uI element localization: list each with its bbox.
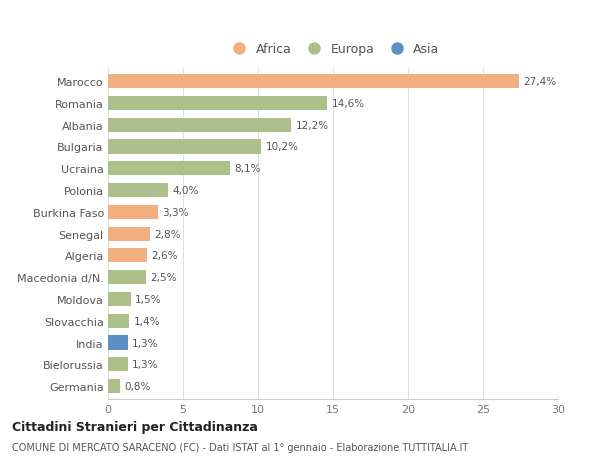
Text: 2,6%: 2,6% <box>151 251 178 261</box>
Text: 1,3%: 1,3% <box>132 338 158 348</box>
Text: 3,3%: 3,3% <box>162 207 188 218</box>
Text: 4,0%: 4,0% <box>173 185 199 196</box>
Bar <box>108 75 519 89</box>
Text: 8,1%: 8,1% <box>234 164 260 174</box>
Bar <box>108 184 168 198</box>
Bar <box>108 336 128 350</box>
Text: 1,3%: 1,3% <box>132 359 158 369</box>
Bar <box>108 205 157 219</box>
Bar <box>108 270 146 285</box>
Text: 27,4%: 27,4% <box>523 77 557 87</box>
Bar <box>108 96 327 111</box>
Bar <box>108 140 261 154</box>
Text: Cittadini Stranieri per Cittadinanza: Cittadini Stranieri per Cittadinanza <box>12 420 258 433</box>
Legend: Africa, Europa, Asia: Africa, Europa, Asia <box>227 43 439 56</box>
Bar <box>108 227 150 241</box>
Text: COMUNE DI MERCATO SARACENO (FC) - Dati ISTAT al 1° gennaio - Elaborazione TUTTIT: COMUNE DI MERCATO SARACENO (FC) - Dati I… <box>12 442 468 452</box>
Bar <box>108 358 128 372</box>
Text: 0,8%: 0,8% <box>125 381 151 391</box>
Text: 12,2%: 12,2% <box>296 120 329 130</box>
Bar <box>108 314 129 328</box>
Bar <box>108 249 147 263</box>
Text: 2,8%: 2,8% <box>155 229 181 239</box>
Bar <box>108 162 229 176</box>
Text: 10,2%: 10,2% <box>265 142 299 152</box>
Bar <box>108 118 291 133</box>
Text: 2,5%: 2,5% <box>150 273 176 283</box>
Text: 1,4%: 1,4% <box>133 316 160 326</box>
Text: 14,6%: 14,6% <box>331 99 365 109</box>
Text: 1,5%: 1,5% <box>135 294 161 304</box>
Bar <box>108 292 131 307</box>
Bar <box>108 379 120 393</box>
